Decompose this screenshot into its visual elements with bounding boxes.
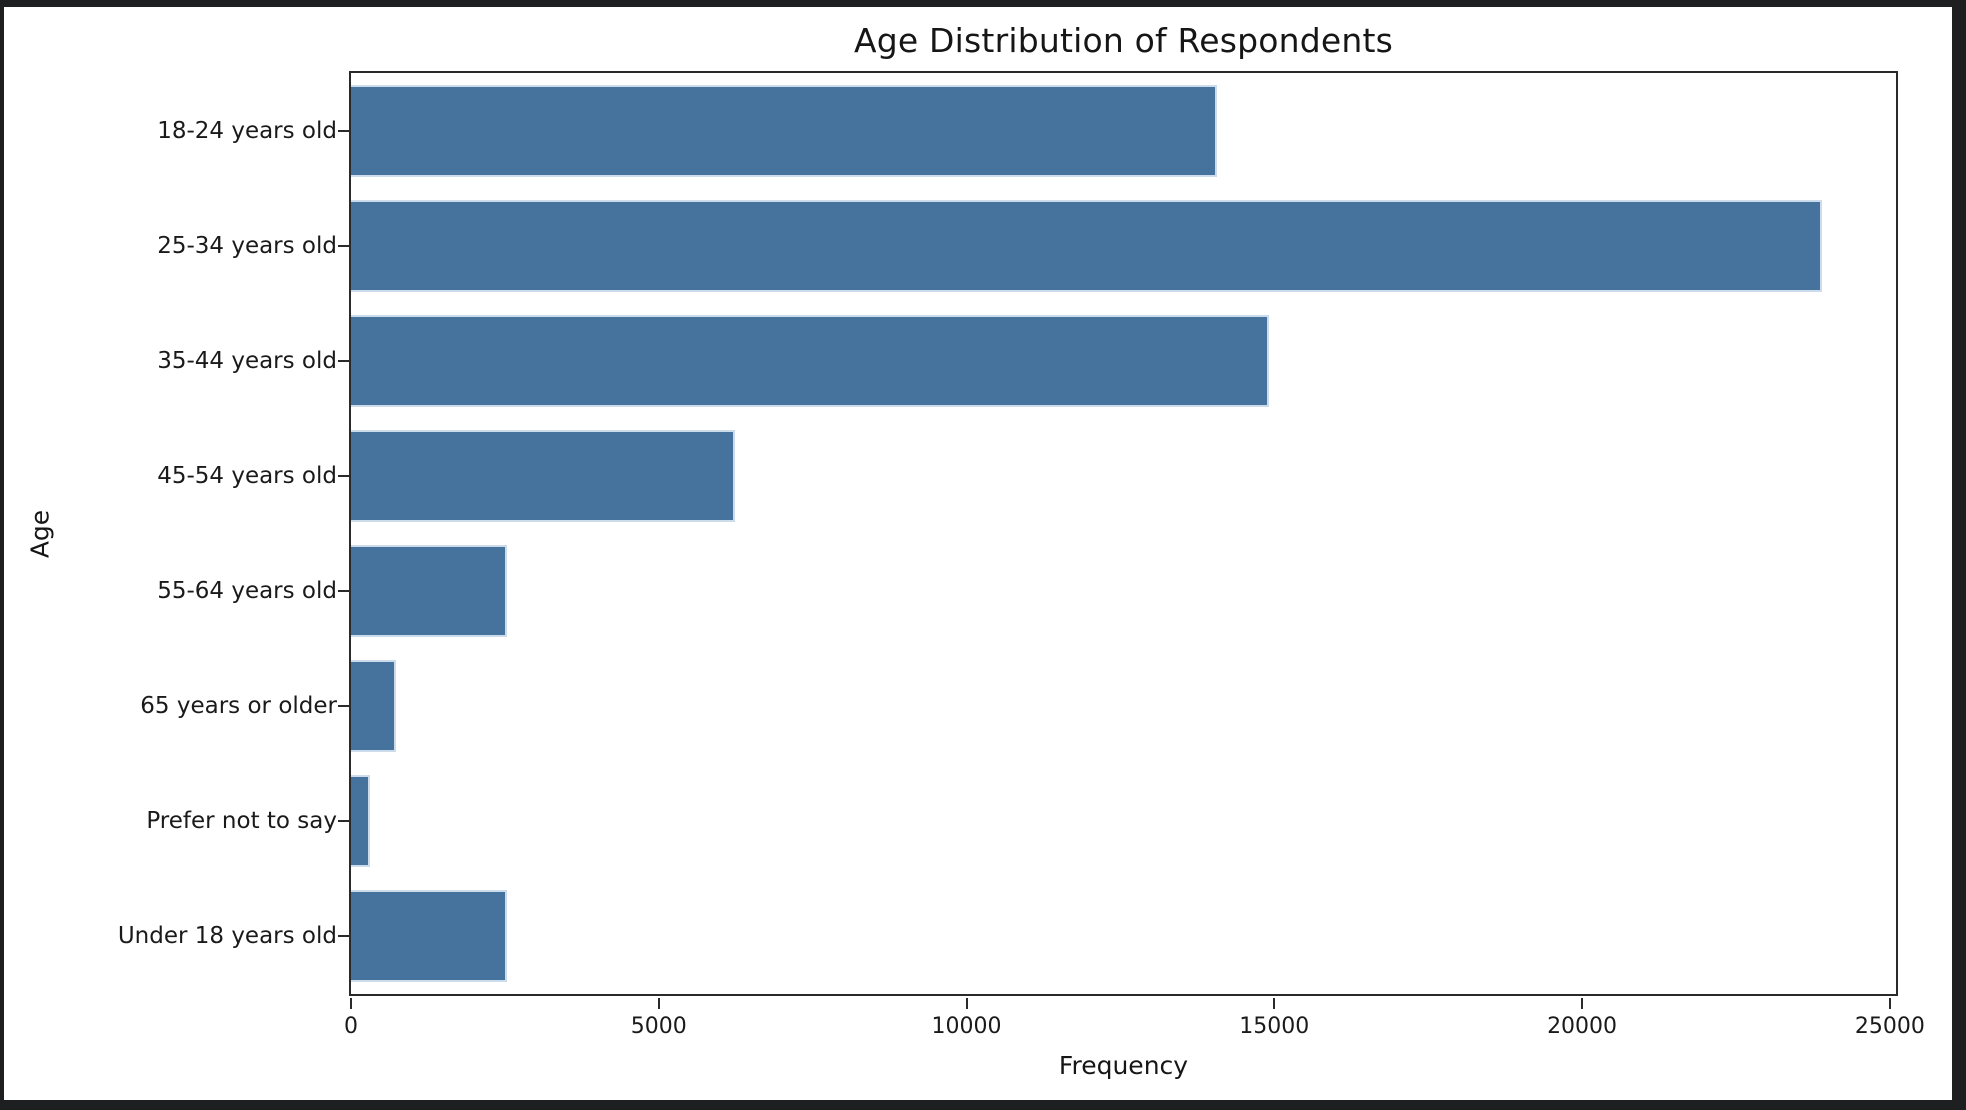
- y-tick-label: 65 years or older: [140, 693, 337, 720]
- y-tick-label: 35-44 years old: [157, 347, 337, 374]
- y-axis-label: Age: [25, 509, 55, 559]
- bar: [351, 545, 508, 638]
- bar: [351, 660, 396, 753]
- y-tick-label: 55-64 years old: [157, 578, 337, 605]
- y-tick-mark: [338, 820, 349, 823]
- bar: [351, 429, 736, 522]
- y-tick-mark: [338, 590, 349, 593]
- y-tick-mark: [338, 359, 349, 362]
- plot-area: 18-24 years old 25-34 years old 35-44 year…: [118, 71, 1925, 1039]
- bar: [351, 199, 1823, 292]
- bar: [351, 890, 508, 983]
- bar: [351, 314, 1269, 407]
- x-tick-mark: [1273, 998, 1276, 1009]
- x-tick-mark: [657, 998, 660, 1009]
- y-tick-label: 25-34 years old: [157, 232, 337, 259]
- bar: [351, 775, 371, 868]
- x-tick-label: 25000: [1854, 1014, 1925, 1039]
- y-tick-mark: [338, 935, 349, 938]
- y-tick-label: Prefer not to say: [146, 808, 337, 835]
- bar: [351, 84, 1218, 177]
- x-tick-label: 0: [344, 1014, 358, 1039]
- x-tick-label: 20000: [1547, 1014, 1618, 1039]
- y-tick-mark: [338, 705, 349, 708]
- y-tick-label: 45-54 years old: [157, 462, 337, 489]
- y-tick-mark: [338, 244, 349, 247]
- chart-title: Age Distribution of Respondents: [853, 21, 1394, 60]
- y-tick-mark: [338, 474, 349, 477]
- x-tick-label: 10000: [931, 1014, 1002, 1039]
- y-tick-label: Under 18 years old: [117, 923, 337, 950]
- y-tick-mark: [338, 129, 349, 132]
- figure-canvas: Age Distribution of Respondents Age 18-2…: [4, 7, 1952, 1100]
- y-tick-label: 18-24 years old: [157, 117, 337, 144]
- x-tick-label: 15000: [1239, 1014, 1310, 1039]
- x-tick-mark: [965, 998, 968, 1009]
- x-axis-label: Frequency: [1058, 1051, 1189, 1080]
- x-tick-mark: [1581, 998, 1584, 1009]
- x-tick-mark: [1888, 998, 1891, 1009]
- x-tick-mark: [350, 998, 352, 1009]
- x-tick-label: 5000: [630, 1014, 687, 1039]
